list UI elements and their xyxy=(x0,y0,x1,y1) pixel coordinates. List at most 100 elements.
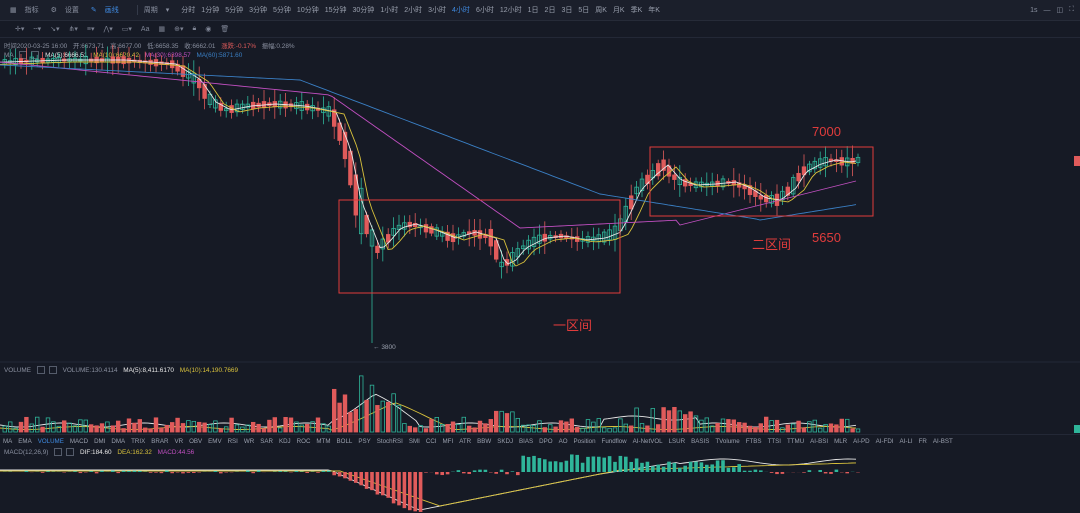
interval-0[interactable]: 分时 xyxy=(181,7,196,14)
tab-roc[interactable]: ROC xyxy=(296,437,311,445)
interval-20[interactable]: 季K xyxy=(630,7,643,14)
interval-10[interactable]: 3小时 xyxy=(428,7,447,14)
interval-3[interactable]: 3分钟 xyxy=(249,7,268,14)
interval-7[interactable]: 30分钟 xyxy=(352,7,375,14)
tab-ai-netvol[interactable]: AI-NetVOL xyxy=(632,437,663,445)
interval-15[interactable]: 2日 xyxy=(544,7,556,14)
tab-bias[interactable]: BIAS xyxy=(519,437,534,445)
tab-ao[interactable]: AO xyxy=(558,437,568,445)
period-dropdown[interactable]: 周期 ▾ xyxy=(144,5,176,15)
ruler-icon[interactable]: ▦ xyxy=(158,26,166,33)
eye-icon[interactable]: ◉ xyxy=(205,26,212,33)
tab-cci[interactable]: CCI xyxy=(425,437,437,445)
volume-bar xyxy=(623,423,628,433)
interval-5[interactable]: 10分钟 xyxy=(296,7,319,14)
interval-4[interactable]: 5分钟 xyxy=(273,7,291,14)
text-tool-icon[interactable]: Aa xyxy=(140,25,150,33)
interval-1[interactable]: 1分钟 xyxy=(201,7,220,14)
tab-wr[interactable]: WR xyxy=(243,437,255,445)
interval-11[interactable]: 4小时 xyxy=(452,7,470,14)
tab-ai-bsi[interactable]: AI-BSI xyxy=(810,437,829,445)
crosshair-icon[interactable]: ✛▾ xyxy=(15,26,25,33)
tab-smi[interactable]: SMI xyxy=(408,437,420,445)
tab-basis[interactable]: BASIS xyxy=(691,437,710,445)
magnet-icon[interactable]: ⊕▾ xyxy=(174,26,184,33)
tab-bbw[interactable]: BBW xyxy=(477,437,492,445)
trash-icon[interactable]: 🗑︎ xyxy=(220,26,230,33)
eye-icon[interactable] xyxy=(36,366,45,374)
tab-atr[interactable]: ATR xyxy=(459,437,472,445)
tab-ai-li[interactable]: AI-LI xyxy=(899,437,913,445)
tab-dmi[interactable]: DMI xyxy=(94,437,106,445)
interval-18[interactable]: 周K xyxy=(595,7,607,14)
tab-ai-bst[interactable]: AI-BST xyxy=(932,437,953,445)
tab-kdj[interactable]: KDJ xyxy=(278,437,291,445)
tab-volume[interactable]: VOLUME xyxy=(37,437,64,445)
fullscreen-icon[interactable]: ⛶ xyxy=(1069,6,1074,13)
tab-mfi[interactable]: MFI xyxy=(442,437,454,445)
interval-2[interactable]: 5分钟 xyxy=(225,7,244,14)
interval-9[interactable]: 2小时 xyxy=(404,7,423,14)
camera-icon[interactable]: ◫ xyxy=(1056,7,1064,14)
tab-tvolume[interactable]: TVolume xyxy=(715,437,740,445)
tab-sar[interactable]: SAR xyxy=(260,437,273,445)
indicators-button[interactable]: ▦ 指标 xyxy=(10,5,45,15)
channel-tool-icon[interactable]: ⋔▾ xyxy=(68,26,78,33)
pattern-tool-icon[interactable]: ⋀▾ xyxy=(103,26,113,33)
eye-icon[interactable] xyxy=(54,448,63,456)
macd-bar xyxy=(381,472,385,496)
tab-position[interactable]: Position xyxy=(573,437,596,445)
interval-14[interactable]: 1日 xyxy=(527,7,539,14)
tab-ttsi[interactable]: TTSI xyxy=(767,437,781,445)
tab-skdj[interactable]: SKDJ xyxy=(497,437,514,445)
settings-button[interactable]: ⚙ 设置 xyxy=(51,5,85,15)
interval-12[interactable]: 6小时 xyxy=(475,7,494,14)
tab-trix[interactable]: TRIX xyxy=(131,437,146,445)
tab-ftbs[interactable]: FTBS xyxy=(745,437,762,445)
tab-brar[interactable]: BRAR xyxy=(151,437,169,445)
tab-mlr[interactable]: MLR xyxy=(834,437,848,445)
tab-ai-pd[interactable]: AI-PD xyxy=(853,437,870,445)
tab-dpo[interactable]: DPO xyxy=(539,437,553,445)
tab-mtm[interactable]: MTM xyxy=(316,437,331,445)
interval-17[interactable]: 5日 xyxy=(578,7,590,14)
drawing-button[interactable]: ✎ 画线 xyxy=(91,5,125,15)
tab-ma[interactable]: MA xyxy=(3,437,13,445)
tab-dma[interactable]: DMA xyxy=(111,437,126,445)
tab-rsi[interactable]: RSI xyxy=(227,437,238,445)
interval-21[interactable]: 年K xyxy=(648,7,660,14)
tab-fr[interactable]: FR xyxy=(918,437,927,445)
settings-icon[interactable] xyxy=(66,448,75,456)
tab-vr[interactable]: VR xyxy=(174,437,184,445)
speed-label[interactable]: 1s xyxy=(1030,6,1038,14)
tab-psy[interactable]: PSY xyxy=(358,437,371,445)
interval-6[interactable]: 15分钟 xyxy=(324,7,347,14)
settings-icon[interactable] xyxy=(48,366,57,374)
volume-marker xyxy=(1074,425,1080,433)
eye-icon[interactable] xyxy=(19,51,28,59)
macd-bar xyxy=(753,469,758,472)
high-value: 高:6677.00 xyxy=(110,43,142,50)
interval-16[interactable]: 3日 xyxy=(561,7,573,14)
tab-obv[interactable]: OBV xyxy=(189,437,203,445)
tab-ttmu[interactable]: TTMU xyxy=(786,437,805,445)
ray-tool-icon[interactable]: ↘▾ xyxy=(50,26,60,33)
minimize-icon[interactable]: — xyxy=(1043,6,1051,14)
line-tool-icon[interactable]: ╌▾ xyxy=(33,26,42,33)
interval-13[interactable]: 12小时 xyxy=(499,7,522,14)
tab-emv[interactable]: EMV xyxy=(208,437,222,445)
interval-8[interactable]: 1小时 xyxy=(380,7,399,14)
macd-bar xyxy=(597,456,601,472)
tab-boll[interactable]: BOLL xyxy=(336,437,353,445)
tab-ema[interactable]: EMA xyxy=(18,437,32,445)
shape-tool-icon[interactable]: ▭▾ xyxy=(121,26,132,33)
tab-lsur[interactable]: LSUR xyxy=(668,437,686,445)
fib-tool-icon[interactable]: ≡▾ xyxy=(86,26,95,33)
tab-ai-fdi[interactable]: AI-FDI xyxy=(875,437,894,445)
tab-stochrsi[interactable]: StochRSI xyxy=(376,437,403,445)
tab-fundflow[interactable]: Fundflow xyxy=(601,437,627,445)
interval-19[interactable]: 月K xyxy=(612,7,625,14)
lock-icon[interactable]: 🔒︎ xyxy=(192,25,197,32)
tab-macd[interactable]: MACD xyxy=(69,437,89,445)
